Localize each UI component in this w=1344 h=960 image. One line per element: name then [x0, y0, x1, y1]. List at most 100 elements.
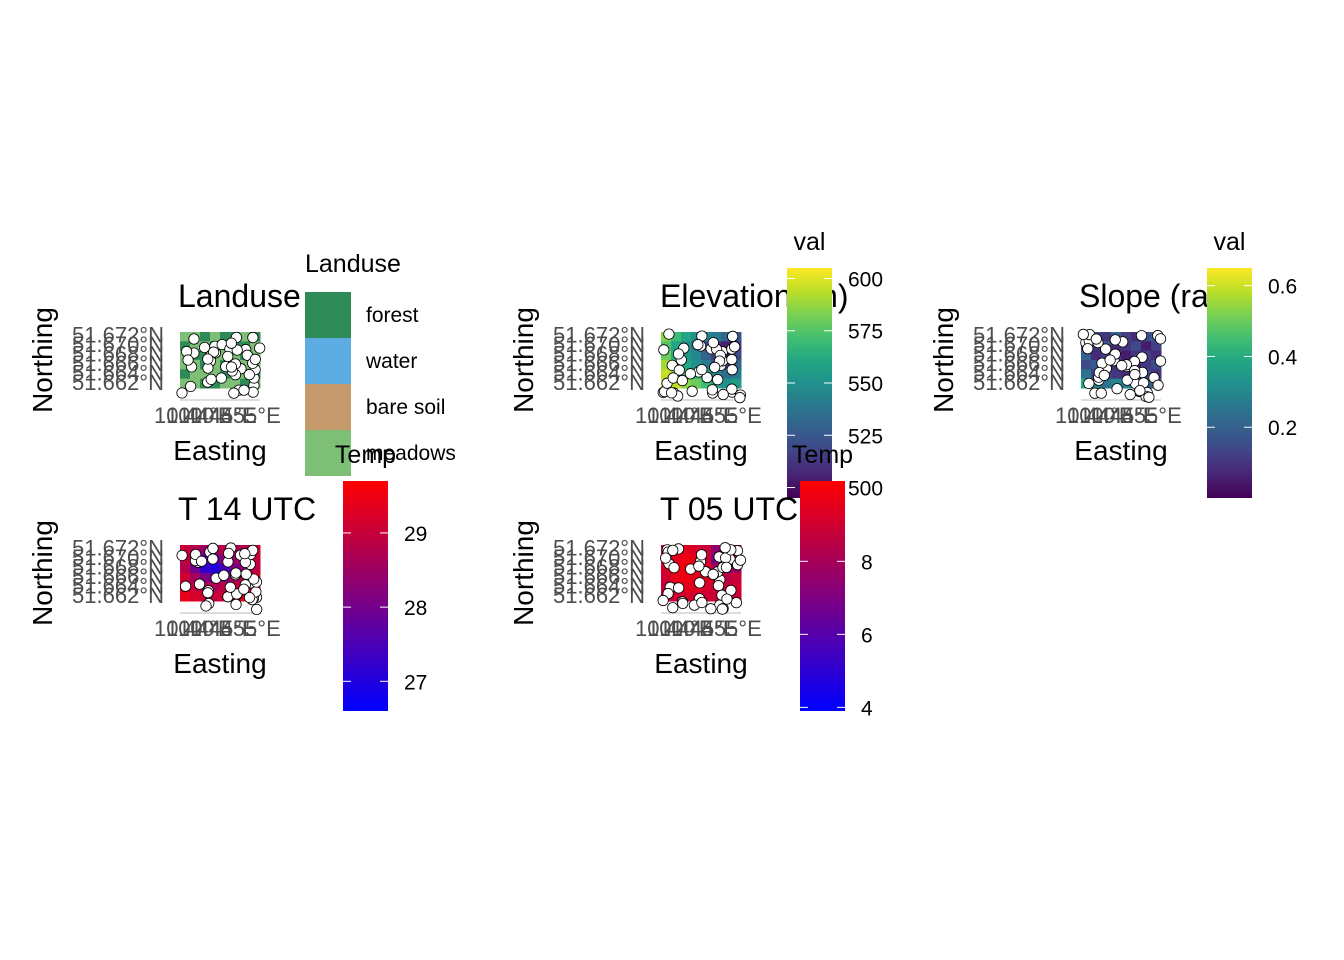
x-tick-label: 10.445°E	[1067, 403, 1158, 428]
raster-cell	[731, 573, 742, 583]
station-point	[701, 371, 713, 384]
station-point	[716, 603, 728, 615]
raster-cell	[1141, 360, 1152, 370]
colorbar	[800, 481, 845, 711]
station-point	[193, 578, 206, 590]
raster-cell	[701, 582, 712, 593]
raster-cell	[731, 591, 742, 602]
station-point	[247, 331, 259, 344]
station-point	[249, 353, 261, 365]
colorbar-tick-label: 500	[848, 478, 883, 501]
station-point	[243, 369, 255, 381]
station-point	[696, 364, 708, 376]
raster-cell	[711, 545, 722, 555]
station-point	[188, 333, 200, 345]
raster-cell	[721, 378, 732, 389]
raster-cell	[240, 378, 251, 389]
y-tick-label: 51.672°N	[72, 323, 164, 348]
raster-cell	[691, 545, 702, 555]
y-axis-label: Northing	[508, 307, 539, 413]
x-tick-label: 10.45°E	[659, 616, 738, 641]
y-tick-label: 51.664°N	[973, 361, 1065, 386]
x-tick-label: 10.455°E	[190, 616, 281, 641]
y-tick-label: 51.670°N	[553, 332, 645, 357]
raster-cell	[1111, 369, 1122, 380]
station-point	[240, 568, 252, 580]
station-point	[254, 342, 266, 354]
raster-cell	[691, 360, 702, 370]
y-tick-label: 51.664°N	[553, 574, 645, 599]
station-point	[207, 553, 219, 565]
legend-title: Landuse	[305, 250, 401, 278]
raster-cell	[240, 332, 251, 342]
station-point	[668, 562, 680, 574]
station-point	[1134, 385, 1146, 397]
colorbar	[1207, 268, 1252, 498]
raster-cell	[671, 378, 682, 389]
station-point	[663, 328, 675, 340]
x-tick-label: 10.45°E	[178, 403, 257, 428]
station-point	[727, 330, 739, 342]
raster-cell	[1121, 369, 1132, 380]
station-point	[202, 353, 214, 365]
station-point	[729, 341, 741, 353]
colorbar-tick-label: 525	[848, 425, 883, 448]
raster-cell	[230, 554, 241, 565]
raster-cell	[200, 332, 211, 342]
colorbar-tick-label: 6	[861, 624, 873, 647]
raster-cell	[681, 332, 692, 342]
raster-cell	[1081, 360, 1092, 370]
station-point	[712, 374, 724, 386]
raster-cell	[691, 332, 702, 342]
raster-cell	[200, 563, 211, 574]
x-tick-label: 10.45°E	[1079, 403, 1158, 428]
station-point	[205, 373, 217, 385]
station-point	[1143, 391, 1155, 403]
raster-cell	[180, 573, 191, 583]
colorbar-tick-label: 0.2	[1268, 417, 1297, 440]
y-tick-label: 51.664°N	[553, 361, 645, 386]
station-point	[693, 560, 705, 572]
station-point	[705, 603, 717, 615]
legend: val 0.2 0.4 0.6	[1207, 228, 1298, 498]
station-point	[215, 372, 227, 384]
station-point	[720, 561, 733, 573]
station-point	[200, 600, 212, 612]
station-point	[667, 602, 679, 614]
colorbar-tick-label: 8	[861, 551, 873, 574]
legend: Landuse forest water bare soil meadows	[305, 250, 456, 476]
station-point	[706, 384, 718, 396]
raster-cell	[671, 591, 682, 602]
colorbar-tick-label: 575	[848, 321, 883, 344]
y-tick-label: 51.666°N	[72, 564, 164, 589]
y-tick-label: 51.668°N	[72, 342, 164, 367]
station-point	[185, 380, 197, 393]
station-point	[1082, 343, 1094, 355]
raster-cell	[681, 591, 692, 602]
colorbar-tick-label: 27	[404, 671, 427, 694]
raster-cell	[1091, 360, 1102, 370]
legend-key	[305, 430, 351, 476]
station-point	[218, 569, 230, 581]
y-tick-label: 51.662°N	[72, 583, 164, 608]
legend-label: forest	[366, 304, 419, 327]
legend-title: Temp	[335, 441, 396, 469]
raster-cell	[731, 378, 742, 389]
x-tick-label: 10.44°E	[635, 616, 714, 641]
raster-cell	[661, 360, 672, 370]
panel-2: Elevation (m)51.662°N51.664°N51.666°N51.…	[508, 228, 883, 501]
y-tick-label: 51.672°N	[973, 323, 1065, 348]
raster-cell	[661, 573, 672, 583]
station-point	[228, 387, 240, 399]
station-point	[1154, 333, 1167, 345]
station-point	[1111, 383, 1123, 395]
panel-4: T 14 UTC 51.662°N51.664°N51.666°N51.668°N…	[27, 441, 427, 711]
raster-cell	[210, 332, 221, 342]
station-point	[1129, 368, 1141, 381]
y-tick-label: 51.662°N	[553, 370, 645, 395]
station-point	[225, 337, 237, 349]
x-axis-label: Easting	[654, 648, 747, 679]
station-point	[1135, 330, 1148, 342]
raster-cell	[681, 554, 692, 565]
colorbar-tick-label: 0.4	[1268, 346, 1298, 369]
